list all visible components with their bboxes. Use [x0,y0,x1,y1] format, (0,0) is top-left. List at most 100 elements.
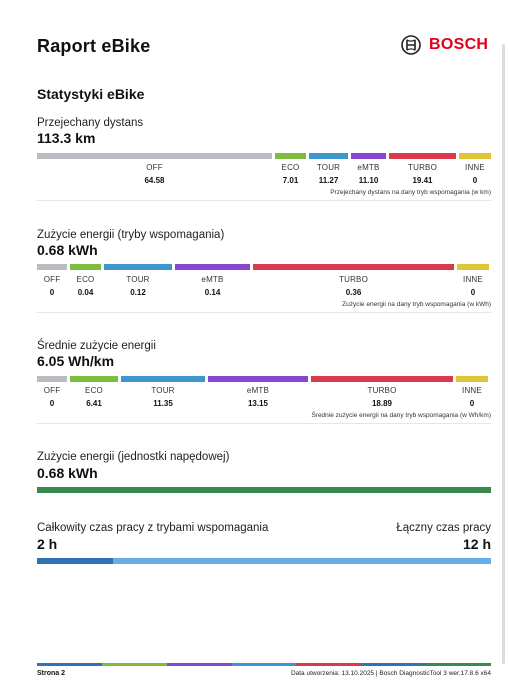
mode-value-eco: 7.01 [282,176,299,185]
bar-segment-inne [456,376,488,382]
footer-line-segment [296,663,362,666]
mode-name-off: OFF [43,275,61,284]
mode-value-emtb: 13.15 [247,399,269,408]
distance-mode-bar [37,153,491,159]
mode-value-tour: 0.12 [130,288,146,297]
mode-value-inne: 0 [470,288,476,297]
drive-energy-label: Zużycie energii (jednostki napędowej) [37,451,230,463]
bar-segment-inne [457,264,489,270]
total-time-label: Łączny czas pracy [396,522,491,534]
avg-energy-mode-values: 0 6.41 11.35 13.15 18.89 0 [37,399,491,408]
bar-segment-off [37,264,67,270]
bar-segment-turbo [253,264,454,270]
avg-energy-note: Średnie zużycie energii na dany tryb wsp… [311,412,491,419]
energy-modes-note: Zużycie energii na dany tryb wspomagania… [342,301,491,308]
footer-line-segment [37,663,102,666]
drive-energy-value: 0.68 kWh [37,465,98,481]
mode-name-off: OFF [146,163,163,172]
page-number: Strona 2 [37,670,66,677]
mode-name-inne: INNE [465,163,485,172]
distance-value: 113.3 km [37,130,96,146]
bar-segment-turbo [311,376,453,382]
mode-value-emtb: 11.10 [358,176,379,185]
mode-value-tour: 11.27 [318,176,339,185]
brand-name: BOSCH [429,36,489,53]
bosch-logo: BOSCH [401,34,488,56]
distance-note: Przejechany dystans na dany tryb wspomag… [330,189,491,196]
bar-segment-eco [70,264,101,270]
report-title: Raport eBike [37,36,151,56]
distance-mode-names: OFF ECO TOUR eMTB TURBO INNE [37,163,491,172]
total-time-value: 12 h [462,536,491,552]
mode-value-inne: 0 [472,176,478,185]
scrollbar[interactable] [502,44,505,664]
avg-energy-label: Średnie zużycie energii [37,340,156,352]
avg-energy-mode-names: OFF ECO TOUR eMTB TURBO INNE [37,386,491,395]
mode-name-tour: TOUR [316,163,341,172]
footer-line-segment [101,663,167,666]
bar-segment-emtb [208,376,308,382]
energy-modes-label: Zużycie energii (tryby wspomagania) [37,229,225,241]
mode-value-tour: 11.35 [153,399,173,408]
mode-name-emtb: eMTB [246,386,270,395]
footer-info: Data utworzenia: 13.10.2025 | Bosch Diag… [290,670,491,677]
energy-mode-names: OFF ECO TOUR eMTB TURBO INNE [37,275,491,284]
mode-value-off: 0 [49,399,55,408]
mode-value-turbo: 0.36 [345,288,362,297]
operating-time-bar [37,558,491,564]
mode-value-off: 0 [49,288,55,297]
assist-time-value: 2 h [37,536,58,552]
bar-segment-tour [104,264,172,270]
mode-value-eco: 0.04 [77,288,94,297]
section-title: Statystyki eBike [37,86,145,102]
bar-segment-inne [459,153,491,159]
mode-name-turbo: TURBO [367,386,397,395]
mode-name-eco: ECO [85,386,103,395]
bar-segment-emtb [175,264,250,270]
mode-name-off: OFF [43,386,61,395]
divider [37,312,491,313]
footer-color-line [37,663,492,666]
footer-line-segment [166,663,232,666]
footer-line-segment [426,663,492,666]
assist-time-segment [37,558,113,564]
bar-segment-off [37,376,67,382]
assist-time-label: Całkowity czas pracy z trybami wspomagan… [37,522,269,534]
divider [37,423,491,424]
mode-value-inne: 0 [469,399,475,408]
mode-name-turbo: TURBO [408,163,437,172]
mode-name-tour: TOUR [126,275,150,284]
mode-name-eco: ECO [76,275,95,284]
avg-energy-mode-bar [37,376,491,382]
mode-value-turbo: 18.89 [371,399,393,408]
avg-energy-value: 6.05 Wh/km [37,353,115,369]
mode-value-off: 64.58 [144,176,165,185]
bar-segment-tour [309,153,348,159]
mode-name-inne: INNE [462,386,482,395]
mode-name-eco: ECO [281,163,300,172]
bar-segment-eco [70,376,118,382]
bar-segment-off [37,153,272,159]
distance-mode-values: 64.58 7.01 11.27 11.10 19.41 0 [37,176,491,185]
energy-mode-bar [37,264,491,270]
bar-segment-turbo [389,153,456,159]
divider [37,200,491,201]
mode-name-emtb: eMTB [357,163,380,172]
mode-name-turbo: TURBO [339,275,368,284]
footer-line-segment [231,663,297,666]
mode-name-emtb: eMTB [201,275,224,284]
mode-value-turbo: 19.41 [412,176,433,185]
bar-segment-emtb [351,153,386,159]
bar-segment-tour [121,376,205,382]
distance-label: Przejechany dystans [37,117,144,129]
bosch-armature-icon [401,35,421,55]
bar-segment-eco [275,153,306,159]
mode-name-inne: INNE [463,275,483,284]
mode-name-tour: TOUR [151,386,175,395]
mode-value-eco: 6.41 [86,399,102,408]
energy-mode-values: 0 0.04 0.12 0.14 0.36 0 [37,288,491,297]
mode-value-emtb: 0.14 [204,288,221,297]
footer-line-segment [361,663,427,666]
total-time-segment [112,558,491,564]
